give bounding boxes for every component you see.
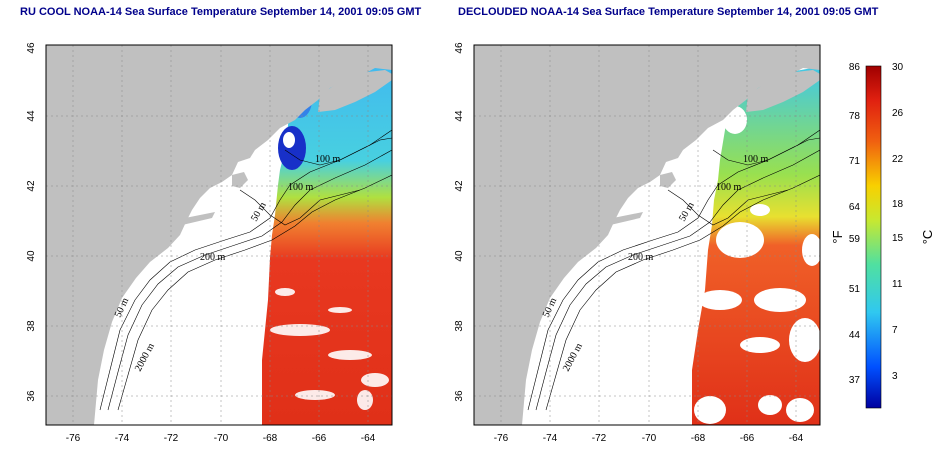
x-tick-label: -72 [164,433,179,444]
left-cold-patch [278,126,306,170]
celsius-tick: 11 [892,279,903,290]
x-tick-label: -70 [642,433,657,444]
left-cloud-streaks [270,288,389,410]
fahrenheit-unit-label: °F [830,230,845,243]
left-graticule [46,45,392,425]
y-tick-label: 38 [454,320,465,332]
fahrenheit-tick: 64 [849,202,861,213]
y-tick-label: 36 [454,390,465,402]
x-tick-label: -74 [543,433,558,444]
x-tick-label: -70 [214,433,229,444]
left-x-axis: -76 -74 -72 -70 -68 -66 -64 [66,433,376,444]
fahrenheit-tick: 78 [849,111,861,122]
right-contour-label: 50 m [677,200,697,223]
left-contour-label: 50 m [249,200,269,223]
left-y-axis: 46 44 42 40 38 36 [26,42,37,402]
celsius-tick: 15 [892,233,904,244]
right-contour-label: 200 m [628,252,654,263]
celsius-tick: 22 [892,154,904,165]
celsius-tick: 3 [892,371,898,382]
y-tick-label: 42 [26,180,37,192]
x-tick-label: -66 [740,433,755,444]
colorbar-gradient [865,65,882,409]
left-bathymetry-contours [99,129,392,411]
right-contour-label: 100 m [743,154,769,165]
left-map-panel: 100 m 100 m 50 m 200 m 50 m 2000 m -76 -… [26,42,393,444]
x-tick-label: -72 [592,433,607,444]
x-tick-label: -64 [361,433,376,444]
celsius-unit-label: °C [920,230,935,245]
fahrenheit-tick: 37 [849,375,861,386]
y-tick-label: 38 [26,320,37,332]
celsius-tick: 7 [892,325,898,336]
right-map-panel: 100 m 100 m 50 m 200 m 50 m 2000 m -76 -… [454,42,821,444]
right-land [474,45,820,425]
fahrenheit-tick: 71 [849,156,861,167]
x-tick-label: -68 [691,433,706,444]
left-contour-label: 200 m [200,252,226,263]
y-tick-label: 46 [26,42,37,54]
temperature-colorbar: 86 78 71 64 59 51 44 37 30 26 22 18 15 1… [830,62,935,409]
left-map-frame [45,44,393,426]
x-tick-label: -74 [115,433,130,444]
fahrenheit-tick: 86 [849,62,861,73]
x-tick-label: -68 [263,433,278,444]
fahrenheit-tick: 44 [849,330,861,341]
y-tick-label: 44 [454,110,465,122]
right-map-frame [473,44,821,426]
left-contour-label: 100 m [288,182,314,193]
y-tick-label: 46 [454,42,465,54]
right-bathymetry-contours [527,129,820,411]
x-tick-label: -66 [312,433,327,444]
right-cloud-gaps [694,106,820,424]
fahrenheit-tick: 51 [849,284,861,295]
x-tick-label: -76 [66,433,81,444]
y-tick-label: 40 [26,250,37,262]
right-y-axis: 46 44 42 40 38 36 [454,42,465,402]
right-x-axis: -76 -74 -72 -70 -68 -66 -64 [494,433,804,444]
x-tick-label: -64 [789,433,804,444]
y-tick-label: 40 [454,250,465,262]
left-contour-label: 100 m [315,154,341,165]
celsius-tick: 30 [892,62,904,73]
right-map-title: DECLOUDED NOAA-14 Sea Surface Temperatur… [458,6,879,18]
y-tick-label: 36 [26,390,37,402]
x-tick-label: -76 [494,433,509,444]
y-tick-label: 42 [454,180,465,192]
fahrenheit-tick: 59 [849,234,861,245]
celsius-tick: 18 [892,199,904,210]
left-map-title: RU COOL NOAA-14 Sea Surface Temperature … [20,6,422,18]
y-tick-label: 44 [26,110,37,122]
celsius-tick: 26 [892,108,904,119]
right-graticule [474,45,820,425]
left-land [46,45,392,425]
right-contour-label: 100 m [716,182,742,193]
